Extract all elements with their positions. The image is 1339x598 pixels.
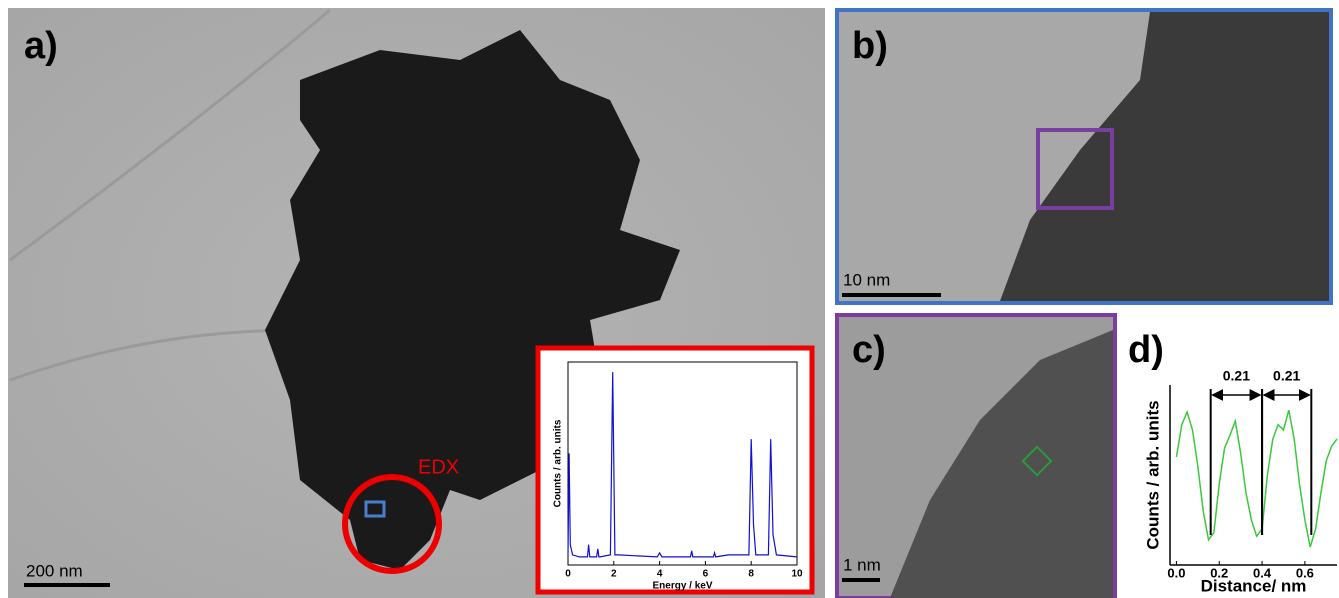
panel-label: b)	[852, 25, 888, 67]
x-tick-label: 6	[703, 569, 709, 580]
scale-bar-label: 200 nm	[26, 561, 83, 580]
spacing-label: 0.21	[1223, 368, 1250, 384]
x-tick-label: 4	[657, 569, 663, 580]
x-axis-title: Energy / keV	[652, 581, 712, 592]
panel-label: d)	[1128, 329, 1164, 371]
x-tick-label: 10	[791, 569, 803, 580]
y-axis-title: Counts / arb. units	[1143, 400, 1162, 549]
scale-bar-label: 10 nm	[843, 270, 890, 289]
x-axis-title: Distance/ nm	[1201, 576, 1307, 595]
x-tick-label: 0.0	[1167, 565, 1185, 580]
data-line	[1176, 410, 1337, 547]
figure: a) EDX 200 nm b) 10 nm c) 1 nm d) 0 2 4 6 8 1…	[0, 0, 1339, 598]
x-tick-label: 8	[748, 569, 754, 580]
panel-label: c)	[852, 329, 886, 371]
y-axis-title: Counts / arb. units	[553, 419, 564, 507]
x-tick-label: 2	[611, 569, 617, 580]
x-tick-label: 0	[565, 569, 571, 580]
scale-bar-label: 1 nm	[843, 555, 881, 574]
edx-label: EDX	[418, 456, 459, 478]
panel-label: a)	[24, 25, 58, 67]
spacing-label: 0.21	[1273, 368, 1300, 384]
